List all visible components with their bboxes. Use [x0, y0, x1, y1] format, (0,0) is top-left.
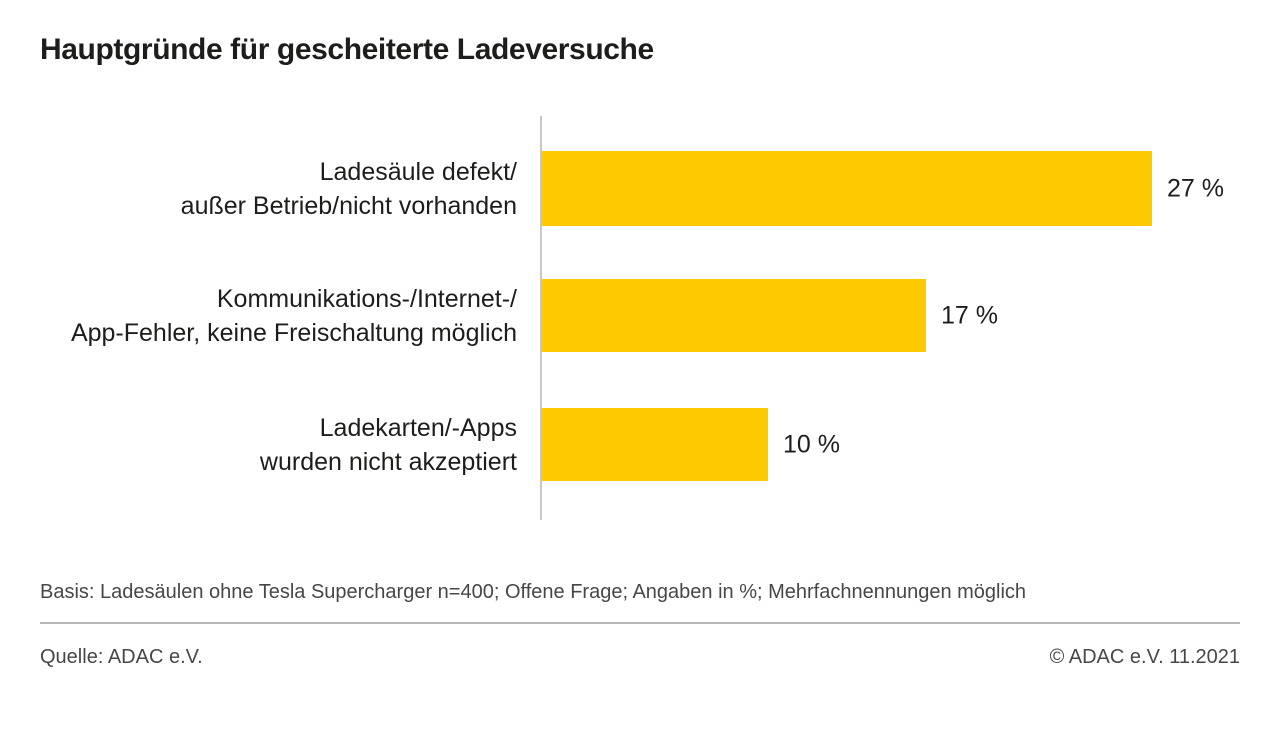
category-label: Ladesäule defekt/ außer Betrieb/nicht vo…	[40, 155, 517, 223]
copyright-note: © ADAC e.V. 11.2021	[1049, 646, 1240, 668]
category-label-line: Ladesäule defekt/	[319, 157, 517, 186]
bar-row: Ladekarten/-Apps wurden nicht akzeptiert…	[0, 408, 1280, 481]
bar	[542, 279, 926, 352]
category-label-line: wurden nicht akzeptiert	[259, 447, 517, 476]
source-note: Quelle: ADAC e.V.	[40, 646, 203, 668]
bar	[542, 408, 768, 481]
y-axis-line	[540, 116, 542, 520]
value-label: 27 %	[1167, 174, 1224, 202]
category-label-line: Kommunikations-/Internet-/	[216, 284, 517, 313]
category-label-line: App-Fehler, keine Freischaltung möglich	[70, 318, 517, 347]
bar	[542, 151, 1152, 226]
bar-row: Kommunikations-/Internet-/ App-Fehler, k…	[0, 279, 1280, 352]
page-title: Hauptgründe für gescheiterte Ladeversuch…	[40, 33, 654, 66]
value-label: 10 %	[783, 430, 840, 458]
value-label: 17 %	[941, 301, 998, 329]
category-label: Kommunikations-/Internet-/ App-Fehler, k…	[40, 282, 517, 350]
bar-row: Ladesäule defekt/ außer Betrieb/nicht vo…	[0, 151, 1280, 226]
category-label-line: außer Betrieb/nicht vorhanden	[180, 191, 517, 220]
category-label: Ladekarten/-Apps wurden nicht akzeptiert	[40, 411, 517, 479]
category-label-line: Ladekarten/-Apps	[319, 413, 517, 442]
footer-divider	[40, 622, 1240, 624]
basis-note: Basis: Ladesäulen ohne Tesla Supercharge…	[40, 581, 1027, 603]
